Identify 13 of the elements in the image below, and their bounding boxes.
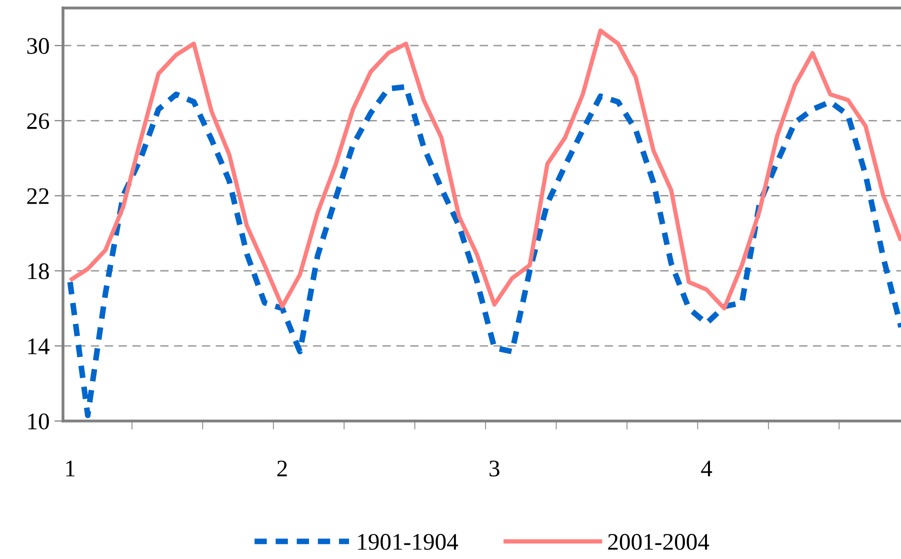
y-tick-label: 22 bbox=[27, 188, 49, 204]
legend-label: 1901-1904 bbox=[358, 534, 458, 550]
x-tick-label: 2 bbox=[277, 460, 287, 476]
x-tick-label: 1 bbox=[66, 460, 75, 476]
y-tick-label: 30 bbox=[27, 38, 49, 54]
y-tick-label: 14 bbox=[28, 338, 50, 354]
x-tick-label: 4 bbox=[701, 460, 712, 476]
x-tick-label: 3 bbox=[490, 460, 500, 477]
line-series bbox=[68, 28, 901, 310]
y-tick-label: 18 bbox=[28, 263, 49, 280]
y-tick-label: 26 bbox=[27, 113, 50, 130]
y-tick-label: 10 bbox=[28, 413, 49, 430]
legend-label: 2001-2004 bbox=[608, 534, 710, 550]
